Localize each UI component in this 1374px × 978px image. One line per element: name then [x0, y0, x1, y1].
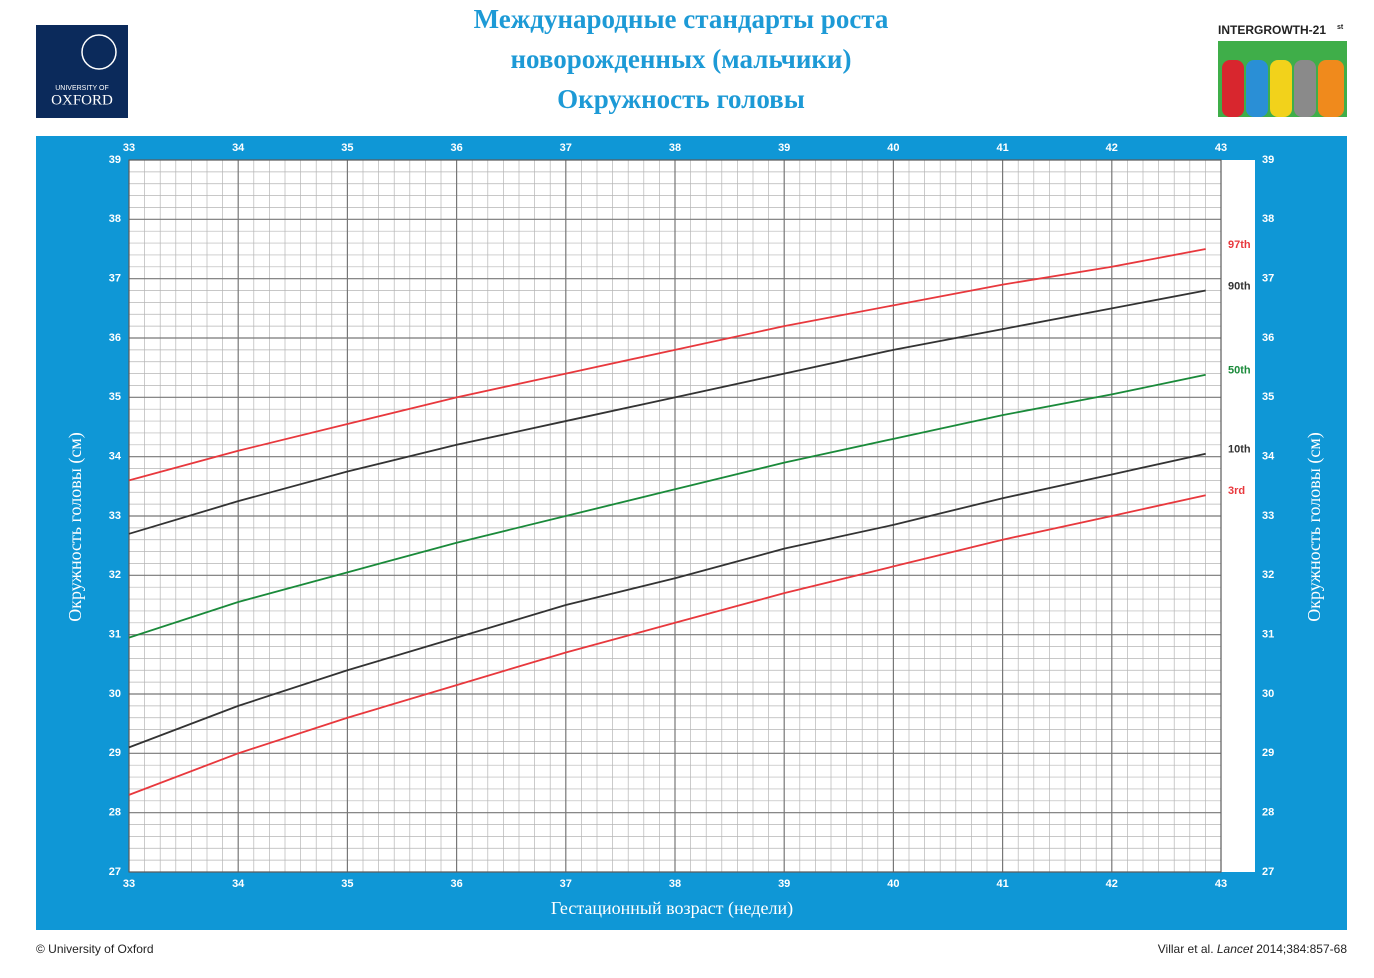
y-tick-label: 37	[1262, 273, 1274, 285]
x-tick-label: 41	[996, 878, 1008, 890]
x-tick-label: 38	[669, 878, 681, 890]
legend-label: 50th	[1228, 365, 1251, 377]
y-tick-label: 29	[1262, 747, 1274, 759]
x-tick-label: 36	[450, 142, 462, 154]
footer-text: Villar et al.	[1158, 942, 1217, 956]
y-tick-label: 37	[109, 273, 121, 285]
x-tick-label: 35	[341, 878, 353, 890]
y-tick-label: 34	[109, 451, 122, 463]
oxford-logo	[36, 25, 128, 118]
y-tick-label: 31	[109, 629, 121, 641]
footer-left: © University of Oxford	[36, 942, 154, 956]
oxford-text: UNIVERSITY OF	[55, 85, 109, 92]
y-tick-label: 34	[1262, 451, 1275, 463]
footer-text: Lancet	[1217, 942, 1254, 956]
percentile-line	[128, 289, 1206, 535]
y-tick-label: 28	[1262, 807, 1274, 819]
x-tick-label: 35	[341, 142, 353, 154]
x-tick-label: 42	[1106, 142, 1118, 154]
x-tick-label: 40	[887, 142, 899, 154]
y-tick-label: 28	[109, 807, 121, 819]
y-tick-label: 33	[109, 510, 121, 522]
footer-right: Villar et al. Lancet 2014;384:857-68	[1158, 942, 1348, 956]
x-tick-label: 39	[778, 878, 790, 890]
x-tick-label: 41	[996, 142, 1008, 154]
intergrowth-logo-text: INTERGROWTH-21	[1218, 23, 1326, 37]
y-tick-label: 27	[1262, 866, 1274, 878]
y-tick-label: 32	[1262, 569, 1274, 581]
y-tick-label: 35	[109, 391, 121, 403]
intergrowth-logo	[1218, 41, 1347, 117]
x-tick-label: 39	[778, 142, 790, 154]
y-axis-label: Окружность головы (см)	[65, 432, 86, 622]
y-tick-label: 36	[1262, 332, 1274, 344]
y-tick-label: 36	[109, 332, 121, 344]
legend-label: 3rd	[1228, 485, 1245, 497]
oxford-crest	[81, 34, 117, 70]
chart-title: Международные стандарты роста	[474, 4, 889, 34]
y-tick-label: 35	[1262, 391, 1274, 403]
percentile-line	[128, 373, 1206, 639]
plot-border	[128, 159, 1222, 873]
x-tick-label: 37	[560, 878, 572, 890]
x-tick-label: 37	[560, 142, 572, 154]
logo-figure	[1294, 60, 1316, 117]
y-tick-label: 32	[109, 569, 121, 581]
x-tick-label: 43	[1215, 142, 1227, 154]
y-axis-label: Окружность головы (см)	[1304, 432, 1325, 622]
y-tick-label: 38	[1262, 213, 1274, 225]
x-tick-label: 40	[887, 878, 899, 890]
x-tick-label: 42	[1106, 878, 1118, 890]
x-axis-label: Гестационный возраст (недели)	[551, 898, 793, 919]
y-tick-label: 27	[109, 866, 121, 878]
y-tick-label: 38	[109, 213, 121, 225]
logo-figure	[1270, 60, 1292, 117]
intergrowth-logo-text: st	[1337, 24, 1344, 31]
y-tick-label: 31	[1262, 629, 1274, 641]
percentile-line	[128, 452, 1206, 749]
x-tick-label: 34	[232, 142, 245, 154]
logo-figure	[1318, 60, 1344, 117]
label-strip	[1221, 160, 1255, 872]
legend-label: 97th	[1228, 239, 1251, 251]
percentile-line	[128, 248, 1206, 482]
y-tick-label: 39	[1262, 154, 1274, 166]
x-tick-label: 36	[450, 878, 462, 890]
x-tick-label: 38	[669, 142, 681, 154]
x-tick-label: 33	[123, 878, 135, 890]
footer-text: 2014;384:857-68	[1253, 942, 1347, 956]
logo-figure	[1222, 60, 1244, 117]
legend-label: 10th	[1228, 444, 1251, 456]
legend-label: 90th	[1228, 280, 1251, 292]
chart-title: новорожденных (мальчики)	[511, 44, 852, 74]
y-tick-label: 33	[1262, 510, 1274, 522]
chart-title: Окружность головы	[557, 84, 805, 114]
percentile-line	[128, 494, 1206, 796]
x-tick-label: 33	[123, 142, 135, 154]
y-tick-label: 30	[1262, 688, 1274, 700]
x-tick-label: 34	[232, 878, 245, 890]
oxford-text: OXFORD	[51, 92, 113, 108]
y-tick-label: 29	[109, 747, 121, 759]
x-tick-label: 43	[1215, 878, 1227, 890]
logo-figure	[1246, 60, 1268, 117]
y-tick-label: 39	[109, 154, 121, 166]
y-tick-label: 30	[109, 688, 121, 700]
